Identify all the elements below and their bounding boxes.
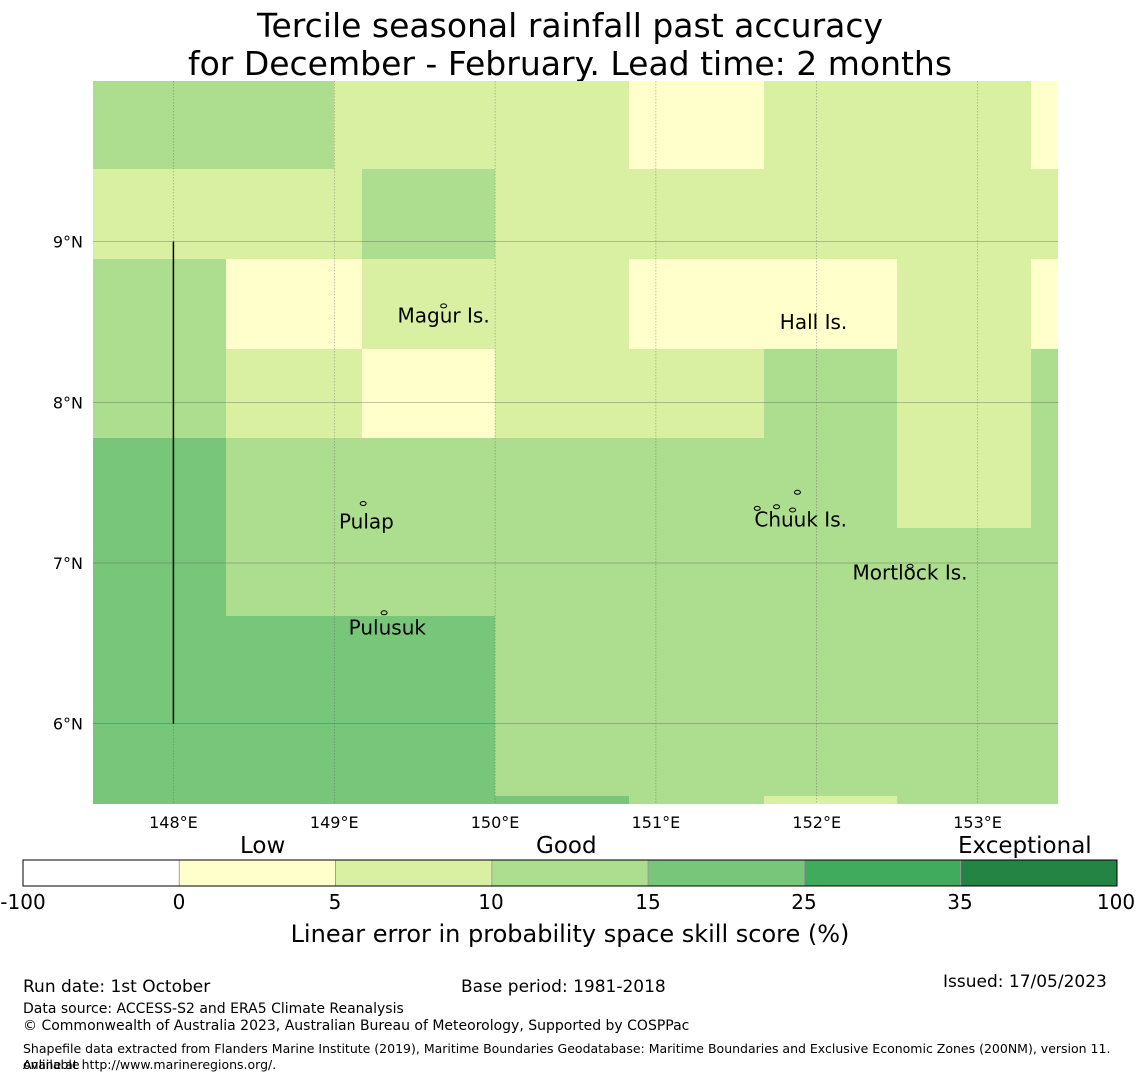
- island-outline: [753, 505, 761, 511]
- heatmap-cell: [764, 81, 1031, 169]
- island-outline: [793, 489, 801, 495]
- heatmap-cell: [1031, 349, 1058, 438]
- colorbar-tick: 0: [172, 890, 186, 914]
- y-tick-label: 6°N: [53, 715, 83, 734]
- data-source: Data source: ACCESS-S2 and ERA5 Climate …: [23, 1001, 404, 1017]
- heatmap-cell: [1031, 81, 1058, 169]
- heatmap-cell: [764, 796, 897, 804]
- heatmap-cell: [226, 616, 495, 804]
- island-label: Pulap: [339, 509, 394, 533]
- colorbar-segment: [491, 859, 649, 887]
- heatmap-cell: [495, 169, 1058, 259]
- heatmap-cell: [764, 349, 897, 438]
- x-tick-label: 149°E: [310, 813, 359, 832]
- chart-title-line1: Tercile seasonal rainfall past accuracy: [256, 6, 884, 45]
- heatmap-cell: [334, 81, 629, 169]
- colorbar-tick: 5: [328, 890, 342, 914]
- island-outline: [789, 507, 797, 513]
- heatmap-cell: [226, 259, 362, 349]
- colorbar-category-low: Low: [240, 833, 286, 859]
- heatmap-cell: [629, 259, 897, 349]
- heatmap-cell: [897, 438, 1031, 528]
- colorbar-tick: 35: [947, 890, 973, 914]
- colorbar-tick: 10: [478, 890, 504, 914]
- island-outline: [773, 504, 781, 510]
- heatmap-cell: [629, 81, 764, 169]
- colorbar-segment: [647, 859, 805, 887]
- colorbar-tick: 100: [1096, 890, 1136, 914]
- y-tick-label: 8°N: [53, 393, 83, 412]
- heatmap-cell: [362, 259, 495, 349]
- skill-map: Magur Is. Hall Is. Pulap Chuuk Is. Mortlock …: [22, 81, 1118, 887]
- colorbar-tick: 25: [791, 890, 817, 914]
- run-date: Run date: 1st October: [23, 977, 211, 997]
- colorbar-tick: -100: [0, 890, 46, 914]
- heatmap-cell: [1031, 438, 1058, 528]
- base-period: Base period: 1981-2018: [461, 977, 666, 997]
- x-tick-label: 153°E: [953, 813, 1002, 832]
- y-tick-label: 9°N: [53, 233, 83, 252]
- colorbar-category-exceptional: Exceptional: [958, 833, 1092, 859]
- heatmap-cell: [362, 169, 495, 259]
- heatmap-cell: [897, 349, 1031, 438]
- copyright: © Commonwealth of Australia 2023, Austra…: [23, 1018, 690, 1034]
- heatmap-cell: [226, 349, 362, 438]
- heatmap-cell: [93, 438, 226, 804]
- colorbar-frame: [22, 859, 1118, 887]
- island-label: Chuuk Is.: [754, 508, 847, 532]
- heatmap-cell: [93, 169, 362, 259]
- colorbar-segment: [22, 859, 180, 887]
- heatmap-cell: [629, 796, 764, 804]
- island-outline: [380, 610, 388, 616]
- heatmap-cell: [93, 81, 334, 169]
- heatmap-cell: [1031, 259, 1058, 349]
- island-outline: [906, 563, 914, 569]
- heatmap-cell: [362, 349, 495, 438]
- heatmap-cell: [897, 259, 1031, 349]
- heatmap-cell: [495, 796, 629, 804]
- heatmap-cell: [495, 349, 764, 438]
- heatmap-cell: [495, 616, 1058, 796]
- colorbar-category-good: Good: [536, 833, 597, 859]
- y-tick-label: 7°N: [53, 554, 83, 573]
- island-outline: [440, 303, 448, 309]
- chart-title-line2: for December - February. Lead time: 2 mo…: [187, 44, 953, 83]
- heatmap-cell: [93, 259, 226, 438]
- issued-date: Issued: 17/05/2023: [943, 972, 1107, 992]
- colorbar-tick: 15: [635, 890, 661, 914]
- heatmap-cell: [495, 259, 629, 349]
- x-tick-label: 150°E: [471, 813, 520, 832]
- shapefile-credit-line2: online at http://www.marineregions.org/.: [23, 1057, 277, 1072]
- colorbar-segment: [804, 859, 962, 887]
- colorbar-segment: [335, 859, 493, 887]
- shapefile-credit-line1: Shapefile data extracted from Flanders M…: [23, 1041, 1111, 1072]
- colorbar-segment: [178, 859, 336, 887]
- colorbar-segment: [960, 859, 1118, 887]
- island-label: Hall Is.: [780, 310, 847, 334]
- island-outline: [359, 501, 367, 507]
- x-tick-label: 152°E: [792, 813, 841, 832]
- colorbar-label: Linear error in probability space skill …: [290, 920, 850, 948]
- heatmap-cell: [897, 796, 1058, 804]
- x-tick-label: 148°E: [149, 813, 198, 832]
- island-label: Magur Is.: [398, 304, 490, 328]
- heatmap-cell: [226, 438, 897, 616]
- island-label: Mortlock Is.: [853, 561, 968, 585]
- island-label: Pulusuk: [349, 615, 427, 639]
- x-tick-label: 151°E: [632, 813, 681, 832]
